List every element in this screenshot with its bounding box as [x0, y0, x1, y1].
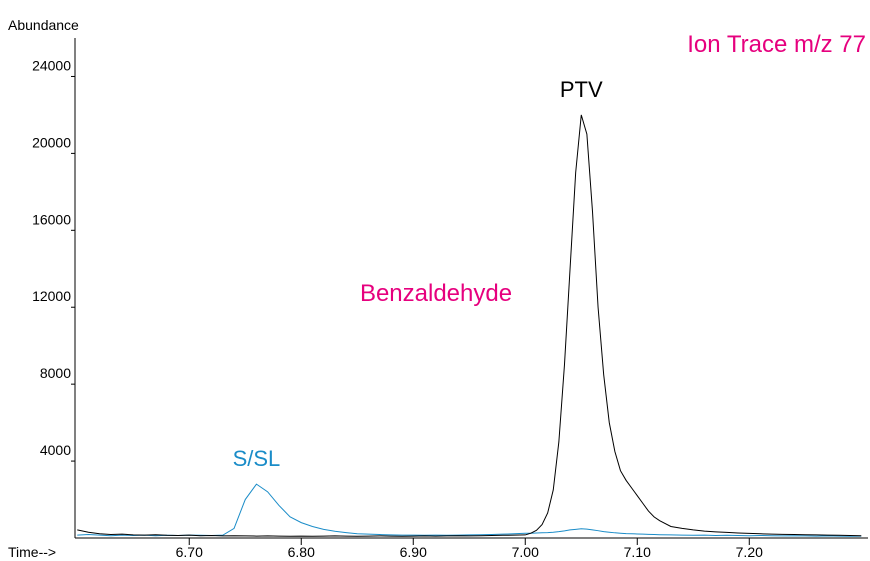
y-tick-label: 24000 — [32, 57, 71, 73]
annotation: Ion Trace m/z 77 — [687, 31, 866, 58]
series-label: PTV — [560, 77, 603, 102]
x-axis-label: Time--> — [8, 544, 56, 560]
x-tick-label: 7.20 — [736, 544, 763, 560]
series-line — [77, 483, 862, 537]
x-tick-label: 7.10 — [624, 544, 651, 560]
series-label: S/SL — [233, 446, 281, 471]
y-tick-label: 8000 — [40, 365, 71, 381]
y-tick-label: 20000 — [32, 134, 71, 150]
x-tick-label: 6.70 — [176, 544, 203, 560]
x-tick-label: 7.00 — [512, 544, 539, 560]
y-tick-label: 4000 — [40, 442, 71, 458]
y-tick-label: 16000 — [32, 211, 71, 227]
y-tick-label: 12000 — [32, 288, 71, 304]
x-tick-label: 6.90 — [400, 544, 427, 560]
annotation: Benzaldehyde — [360, 280, 512, 307]
y-axis-label: Abundance — [8, 17, 79, 33]
x-tick-label: 6.80 — [288, 544, 315, 560]
series-line — [77, 114, 862, 537]
